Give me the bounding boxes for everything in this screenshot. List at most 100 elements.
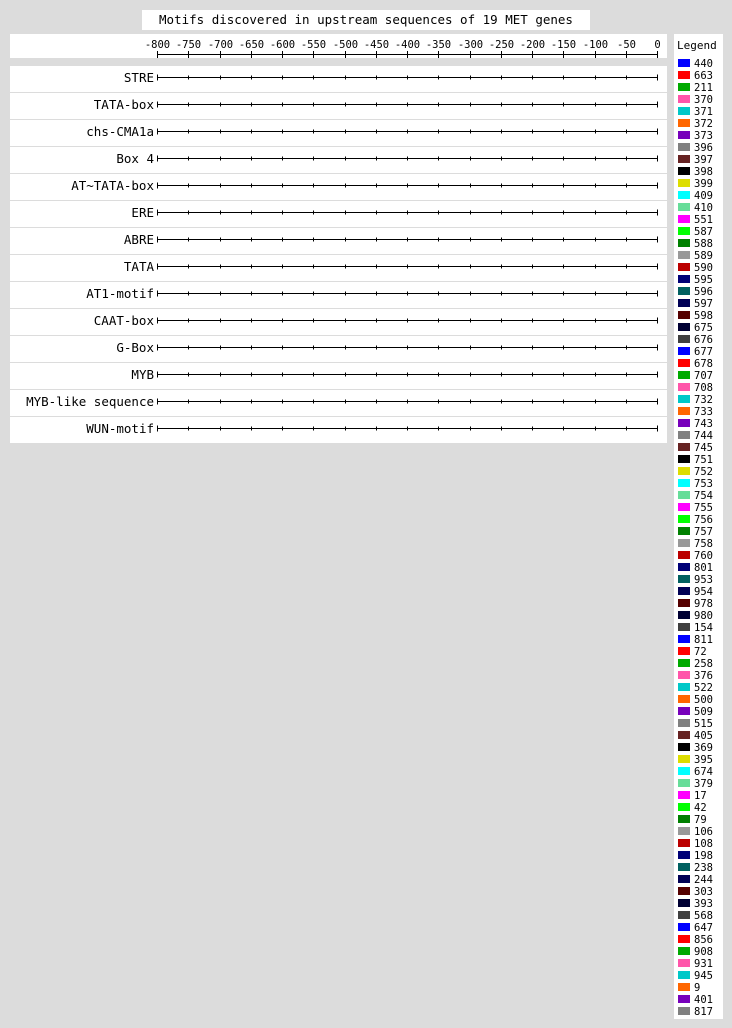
legend-label: 395 <box>694 754 713 766</box>
legend-item: 303 <box>678 886 713 898</box>
legend-item: 597 <box>678 298 713 310</box>
legend-item: 79 <box>678 814 707 826</box>
legend-swatch <box>678 167 690 175</box>
legend-swatch <box>678 827 690 835</box>
legend-label: 590 <box>694 262 713 274</box>
legend-swatch <box>678 695 690 703</box>
legend-swatch <box>678 983 690 991</box>
legend-item: 676 <box>678 334 713 346</box>
legend-swatch <box>678 515 690 523</box>
axis-tick-label: -650 <box>239 39 264 51</box>
legend-label: 376 <box>694 670 713 682</box>
legend-label: 733 <box>694 406 713 418</box>
legend-label: 522 <box>694 682 713 694</box>
legend-label: 676 <box>694 334 713 346</box>
legend-swatch <box>678 995 690 1003</box>
legend-item: 370 <box>678 94 713 106</box>
legend-label: 908 <box>694 946 713 958</box>
axis-tick-label: -300 <box>458 39 483 51</box>
legend-swatch <box>678 911 690 919</box>
legend-item: 954 <box>678 586 713 598</box>
legend-item: 9 <box>678 982 700 994</box>
legend-label: 743 <box>694 418 713 430</box>
legend-swatch <box>678 971 690 979</box>
legend-label: 678 <box>694 358 713 370</box>
legend-item: 587 <box>678 226 713 238</box>
legend-label: 379 <box>694 778 713 790</box>
legend-swatch <box>678 491 690 499</box>
legend-item: 647 <box>678 922 713 934</box>
legend-swatch <box>678 587 690 595</box>
axis-tick-label: -700 <box>208 39 233 51</box>
legend-item: 598 <box>678 310 713 322</box>
motif-rows-panel: STRE TATA-box chs-CMA1a Box 4 AT~TATA-box ERE… <box>10 66 667 443</box>
legend-swatch <box>678 191 690 199</box>
legend-item: 753 <box>678 478 713 490</box>
motif-label: STRE <box>124 70 154 85</box>
legend-item: 953 <box>678 574 713 586</box>
legend-label: 856 <box>694 934 713 946</box>
legend-label: 500 <box>694 694 713 706</box>
legend-swatch <box>678 251 690 259</box>
legend-swatch <box>678 71 690 79</box>
legend-item: 756 <box>678 514 713 526</box>
legend-label: 931 <box>694 958 713 970</box>
legend-item: 588 <box>678 238 713 250</box>
legend-item: 744 <box>678 430 713 442</box>
legend-swatch <box>678 239 690 247</box>
legend-label: 401 <box>694 994 713 1006</box>
legend-item: 675 <box>678 322 713 334</box>
legend-label: 978 <box>694 598 713 610</box>
legend-item: 752 <box>678 466 713 478</box>
legend-swatch <box>678 899 690 907</box>
legend-label: 42 <box>694 802 707 814</box>
legend-swatch <box>678 887 690 895</box>
motif-label: AT1-motif <box>86 286 154 301</box>
motif-label: AT~TATA-box <box>71 178 154 193</box>
legend-item: 754 <box>678 490 713 502</box>
motif-label: TATA <box>124 259 155 274</box>
legend-item: 811 <box>678 634 713 646</box>
motif-label: WUN-motif <box>86 421 154 436</box>
axis-tick-label: -350 <box>426 39 451 51</box>
legend-item: 745 <box>678 442 713 454</box>
legend-item: 154 <box>678 622 713 634</box>
legend-label: 198 <box>694 850 713 862</box>
legend-item: 376 <box>678 670 713 682</box>
legend-label: 756 <box>694 514 713 526</box>
legend-item: 678 <box>678 358 713 370</box>
legend-item: 589 <box>678 250 713 262</box>
axis-tick-label: -550 <box>301 39 326 51</box>
legend-label: 568 <box>694 910 713 922</box>
axis-tick-label: -250 <box>489 39 514 51</box>
motif-label: ERE <box>131 205 154 220</box>
legend-swatch <box>678 443 690 451</box>
legend-label: 17 <box>694 790 707 802</box>
legend-label: 393 <box>694 898 713 910</box>
legend-label: 945 <box>694 970 713 982</box>
motif-label: TATA-box <box>94 97 155 112</box>
legend-swatch <box>678 95 690 103</box>
legend-label: 370 <box>694 94 713 106</box>
legend-swatch <box>678 863 690 871</box>
legend-label: 663 <box>694 70 713 82</box>
legend-label: 396 <box>694 142 713 154</box>
legend-swatch <box>678 923 690 931</box>
legend-label: 758 <box>694 538 713 550</box>
legend-item: 758 <box>678 538 713 550</box>
legend-label: 596 <box>694 286 713 298</box>
legend-item: 931 <box>678 958 713 970</box>
legend-label: 675 <box>694 322 713 334</box>
legend-label: 595 <box>694 274 713 286</box>
legend-swatch <box>678 875 690 883</box>
legend-swatch <box>678 503 690 511</box>
legend-item: 732 <box>678 394 713 406</box>
legend-swatch <box>678 719 690 727</box>
legend-swatch <box>678 227 690 235</box>
legend-label: 369 <box>694 742 713 754</box>
legend-item: 238 <box>678 862 713 874</box>
legend-swatch <box>678 335 690 343</box>
legend-swatch <box>678 803 690 811</box>
axis-tick-label: -800 <box>145 39 170 51</box>
legend-label: 9 <box>694 982 701 994</box>
